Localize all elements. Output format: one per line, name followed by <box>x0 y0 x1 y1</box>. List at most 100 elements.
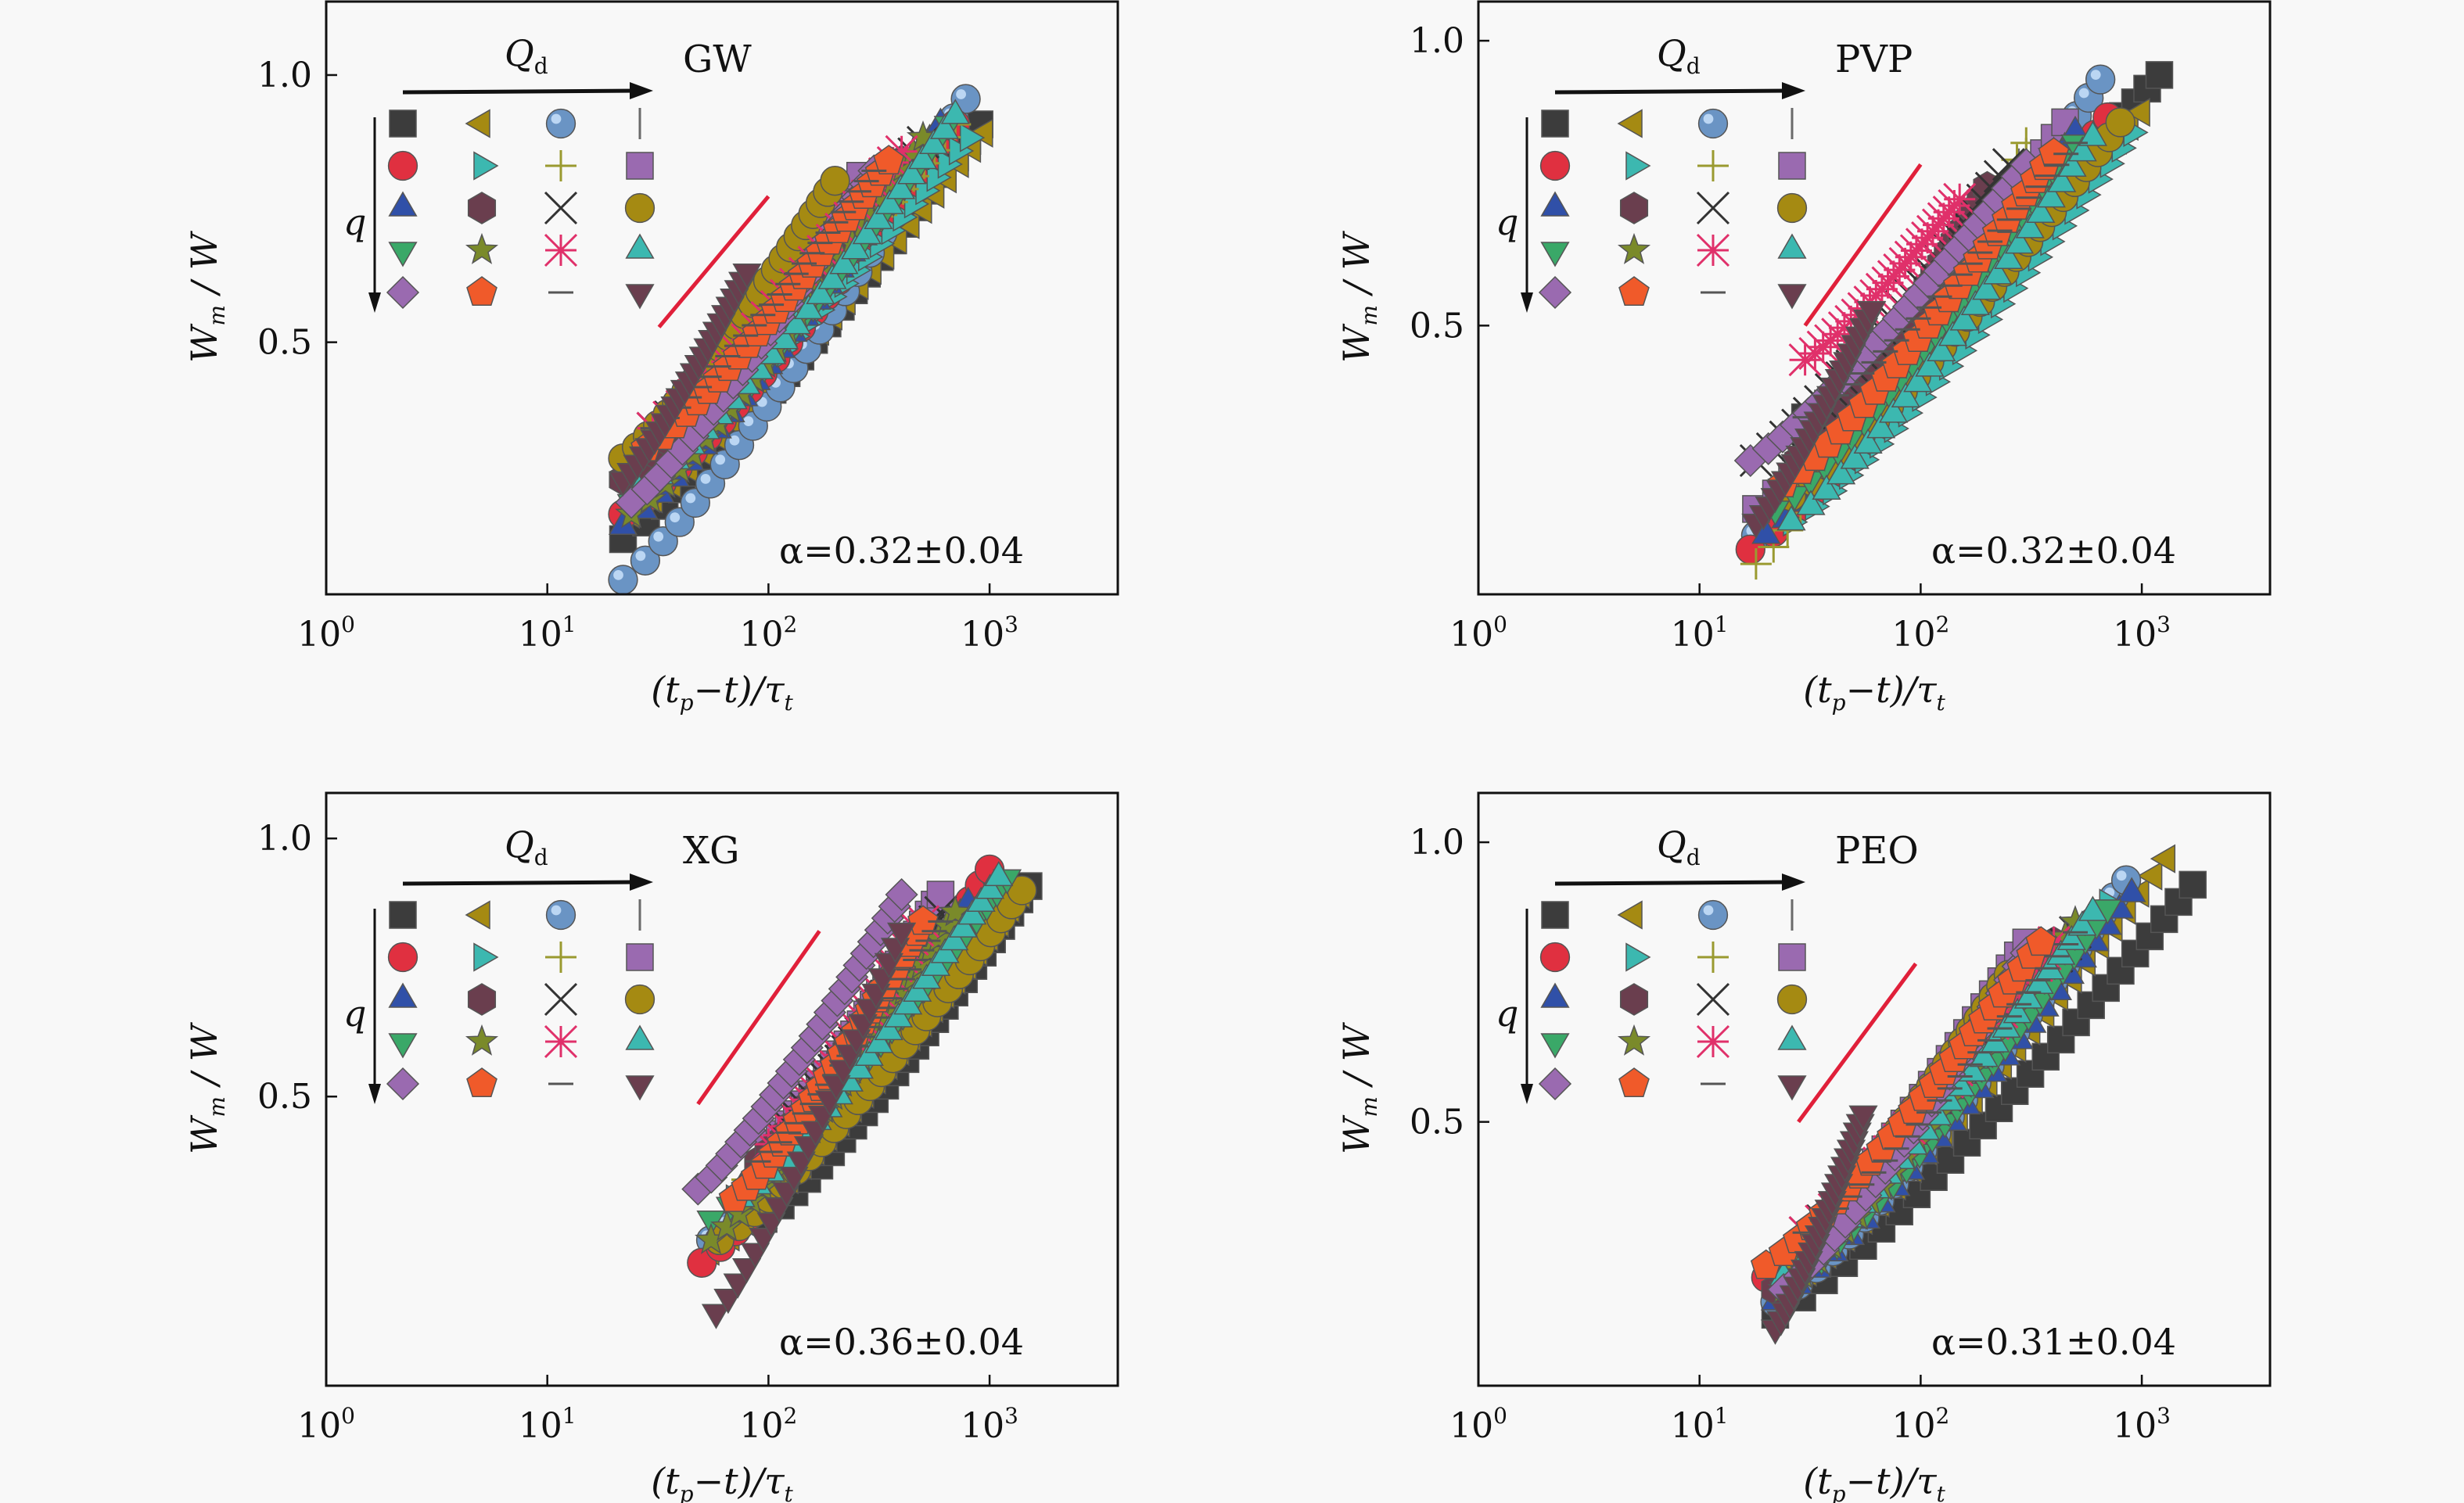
legend-marker-triangle-up <box>1540 191 1570 217</box>
q-label: q <box>1496 992 1518 1035</box>
legend-marker-triangle-up <box>1540 982 1570 1008</box>
legend-marker-triangle-down <box>388 242 418 267</box>
legend-marker-circle <box>624 984 656 1015</box>
data-point <box>1969 1042 1999 1067</box>
x-axis-label: (tp−t)/τt <box>651 669 793 716</box>
q-label: q <box>1496 201 1518 243</box>
qd-arrow <box>402 880 638 886</box>
y-tick-label: 1.0 <box>257 819 312 859</box>
fit-line <box>1797 962 1918 1124</box>
data-point <box>1740 548 1772 580</box>
y-axis-label: Wm / W <box>183 1021 230 1154</box>
legend-marker-pentagon <box>1618 1067 1650 1097</box>
data-point <box>929 113 960 139</box>
x-tick-label: 101 <box>519 1403 576 1446</box>
legend-marker-triangle-left <box>465 109 490 138</box>
x-axis-label: (tp−t)/τt <box>651 1460 793 1503</box>
panel-title: PVP <box>1835 38 1913 81</box>
arrow-head-icon <box>630 873 653 891</box>
data-point <box>903 976 932 1002</box>
q-label: q <box>343 201 366 243</box>
legend-marker-circle <box>387 150 418 181</box>
panel-title: XG <box>683 829 740 873</box>
alpha-annotation: α=0.32±0.04 <box>1931 529 2176 572</box>
data-point <box>885 877 918 912</box>
data-point <box>1972 274 2002 300</box>
arrow-head-icon <box>1782 82 1805 99</box>
legend-marker-diamond <box>386 275 420 310</box>
data-point <box>2036 182 2066 208</box>
data-point <box>852 218 882 245</box>
legend-marker-triangle-down <box>388 1033 418 1059</box>
data-point <box>2078 120 2107 146</box>
legend-marker-circle <box>1776 192 1808 224</box>
data-point <box>2004 228 2035 254</box>
legend: Qd q <box>1496 32 1808 313</box>
data-point <box>713 1289 743 1315</box>
qd-label: Qd <box>505 823 548 870</box>
legend-marker-square <box>626 152 654 180</box>
data-point <box>2067 910 2097 936</box>
x-tick-label: 102 <box>1891 612 1949 655</box>
legend-marker-square <box>1541 109 1569 138</box>
legend-marker-plus <box>545 942 576 973</box>
legend-marker-square <box>1541 901 1569 929</box>
data-point <box>1943 182 1977 216</box>
legend-marker-triangle-up <box>388 982 418 1008</box>
series-20 <box>1760 1105 1878 1345</box>
legend-marker-triangle-right <box>473 151 499 181</box>
data-point <box>608 565 638 594</box>
data-point <box>1915 351 1945 377</box>
legend: Qd q <box>343 823 656 1104</box>
data-point <box>732 264 762 289</box>
legend-marker-sphere <box>1697 108 1729 139</box>
plot-frame <box>1477 791 2272 1387</box>
x-tick-label: 101 <box>519 612 576 655</box>
data-point <box>1857 300 1887 327</box>
x-tick-label: 102 <box>1891 1403 1949 1446</box>
x-tick-label: 103 <box>2113 1403 2171 1446</box>
legend-marker-star <box>465 232 499 264</box>
data-point <box>1994 243 2024 270</box>
legend-marker-hexagon <box>467 983 497 1016</box>
x-tick-label: 100 <box>1449 1403 1507 1446</box>
data-point <box>885 174 916 199</box>
legend-marker-diamond <box>1538 1067 1572 1101</box>
data-point <box>873 145 905 174</box>
x-tick-label: 101 <box>1671 612 1729 655</box>
x-axis-label: (tp−t)/τt <box>1803 1460 1945 1503</box>
legend-marker-triangle-right <box>473 942 499 972</box>
data-point <box>2105 107 2135 138</box>
qd-arrow <box>402 88 638 95</box>
data-point <box>817 264 847 289</box>
x-tick-label: 100 <box>297 1403 355 1446</box>
alpha-annotation: α=0.31±0.04 <box>1931 1321 2176 1363</box>
y-axis-label: Wm / W <box>1335 1021 1382 1154</box>
legend-marker-x <box>544 982 578 1017</box>
panel-title: PEO <box>1835 829 1919 873</box>
legend-marker-x <box>544 191 578 225</box>
data-point <box>630 545 661 576</box>
data-point <box>864 203 893 230</box>
legend-marker-plus <box>545 150 576 181</box>
data-point <box>1848 1105 1878 1131</box>
legend-marker-triangle-up <box>388 191 418 217</box>
arrow-head-icon <box>1521 292 1533 313</box>
data-point <box>1891 382 1920 408</box>
y-tick-label: 0.5 <box>257 1077 312 1117</box>
data-point <box>1840 443 1870 469</box>
legend-marker-diamond <box>1538 275 1572 310</box>
panel-xg: 100 101 102 103 0.5 1.0 (tp−t)/τt Wm / W XG α=0.3… <box>183 791 1119 1503</box>
data-point <box>2035 954 2065 980</box>
data-point <box>897 159 927 185</box>
legend-marker-circle <box>1539 150 1571 181</box>
data-points <box>608 84 993 594</box>
data-point <box>829 249 859 274</box>
plot-frame <box>325 0 1119 596</box>
data-point <box>1960 289 1990 316</box>
x-tick-label: 103 <box>2113 612 2171 655</box>
data-point <box>887 922 917 949</box>
data-point <box>1826 459 1856 485</box>
panel-title: GW <box>683 38 752 81</box>
legend-marker-circle <box>624 192 656 224</box>
